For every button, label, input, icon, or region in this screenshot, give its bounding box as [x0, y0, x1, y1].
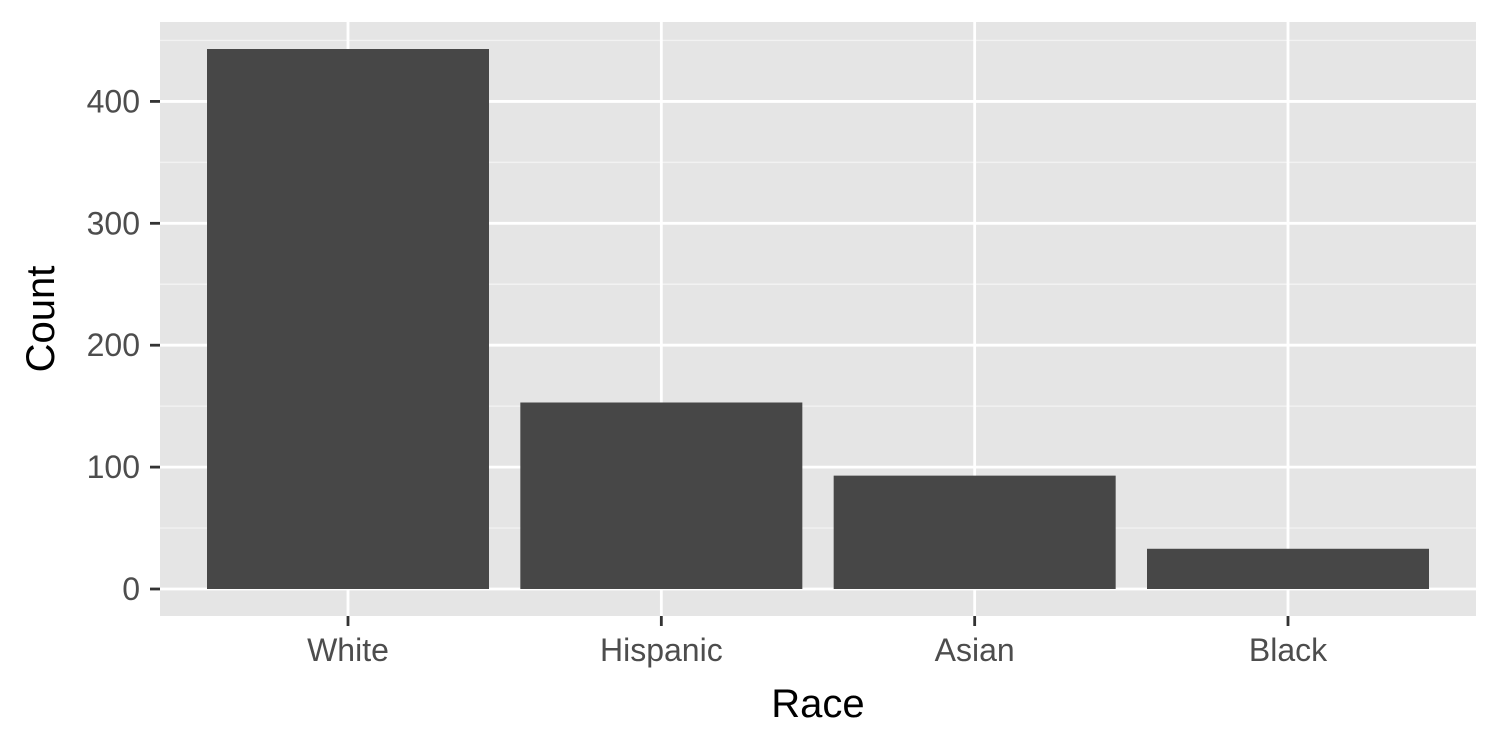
bars [207, 49, 1429, 589]
x-axis: White Hispanic Asian Black [307, 616, 1328, 668]
y-axis: 0 100 200 300 400 [87, 83, 160, 607]
y-tick-label: 100 [87, 449, 140, 485]
y-tick-label: 200 [87, 327, 140, 363]
y-axis-title: Count [19, 266, 63, 373]
x-tick-label: Hispanic [600, 632, 723, 668]
y-tick-label: 300 [87, 205, 140, 241]
x-tick-label: Asian [935, 632, 1015, 668]
bar-asian [833, 475, 1116, 589]
x-tick-label: Black [1249, 632, 1328, 668]
x-axis-title: Race [771, 682, 864, 726]
y-tick-label: 0 [122, 571, 140, 607]
bar-white [207, 49, 489, 589]
bar-hispanic [520, 402, 803, 589]
bar-black [1147, 548, 1429, 589]
x-tick-label: White [307, 632, 389, 668]
y-tick-label: 400 [87, 83, 140, 119]
